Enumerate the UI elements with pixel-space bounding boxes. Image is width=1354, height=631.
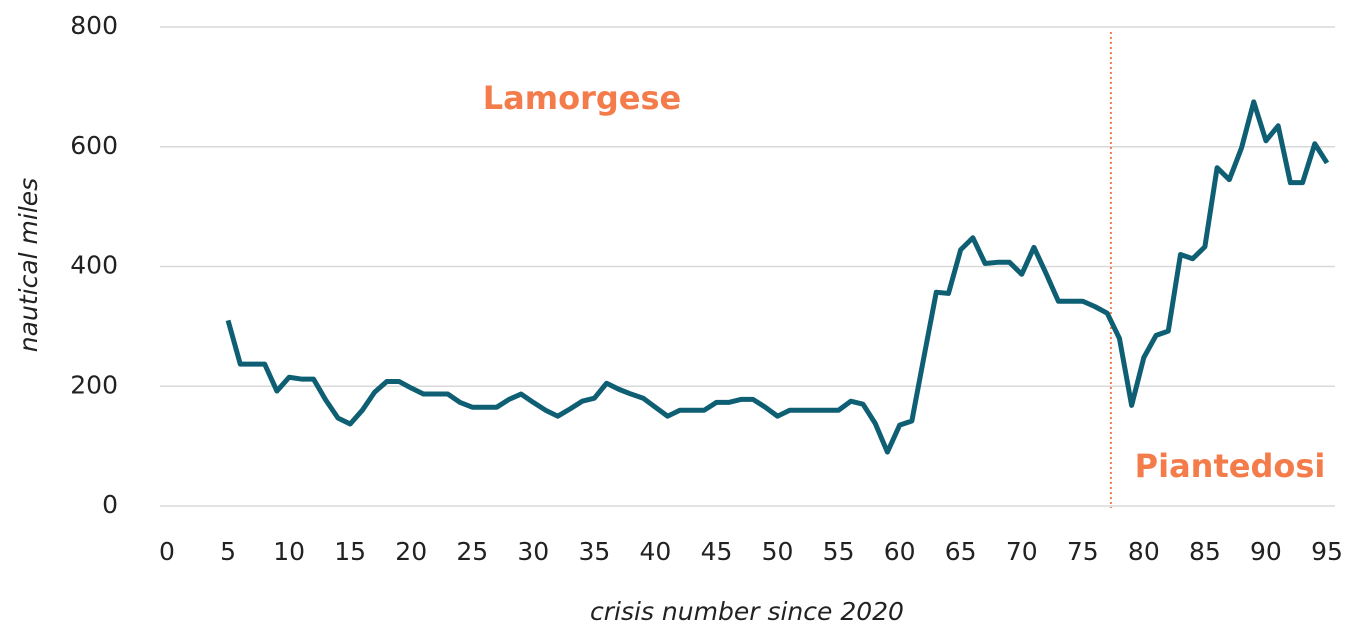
- x-tick-label: 70: [1006, 537, 1038, 566]
- x-tick-label: 90: [1250, 537, 1282, 566]
- x-tick-label: 30: [517, 537, 549, 566]
- x-tick-label: 95: [1311, 537, 1343, 566]
- x-tick-label: 5: [220, 537, 236, 566]
- x-tick-label: 40: [640, 537, 672, 566]
- x-tick-label: 65: [945, 537, 977, 566]
- annotation: Piantedosi: [1135, 447, 1326, 485]
- y-tick-label: 800: [70, 11, 118, 40]
- x-tick-label: 35: [578, 537, 610, 566]
- x-axis-title: crisis number since 2020: [590, 597, 904, 626]
- x-tick-label: 60: [884, 537, 916, 566]
- line-series: [225, 99, 1330, 455]
- y-tick-label: 400: [70, 251, 118, 280]
- x-tick-label: 0: [159, 537, 175, 566]
- x-tick-label: 15: [334, 537, 366, 566]
- x-tick-label: 75: [1067, 537, 1099, 566]
- y-axis-title: nautical miles: [14, 178, 43, 352]
- x-tick-label: 55: [823, 537, 855, 566]
- x-tick-label: 85: [1189, 537, 1221, 566]
- y-tick-label: 600: [70, 131, 118, 160]
- annotation: Lamorgese: [483, 79, 681, 117]
- x-tick-label: 45: [701, 537, 733, 566]
- x-tick-label: 25: [456, 537, 488, 566]
- x-tick-label: 50: [762, 537, 794, 566]
- x-tick-label: 80: [1128, 537, 1160, 566]
- y-tick-label: 200: [70, 370, 118, 399]
- x-tick-label: 10: [273, 537, 305, 566]
- x-tick-label: 20: [395, 537, 427, 566]
- y-tick-label: 0: [102, 490, 118, 519]
